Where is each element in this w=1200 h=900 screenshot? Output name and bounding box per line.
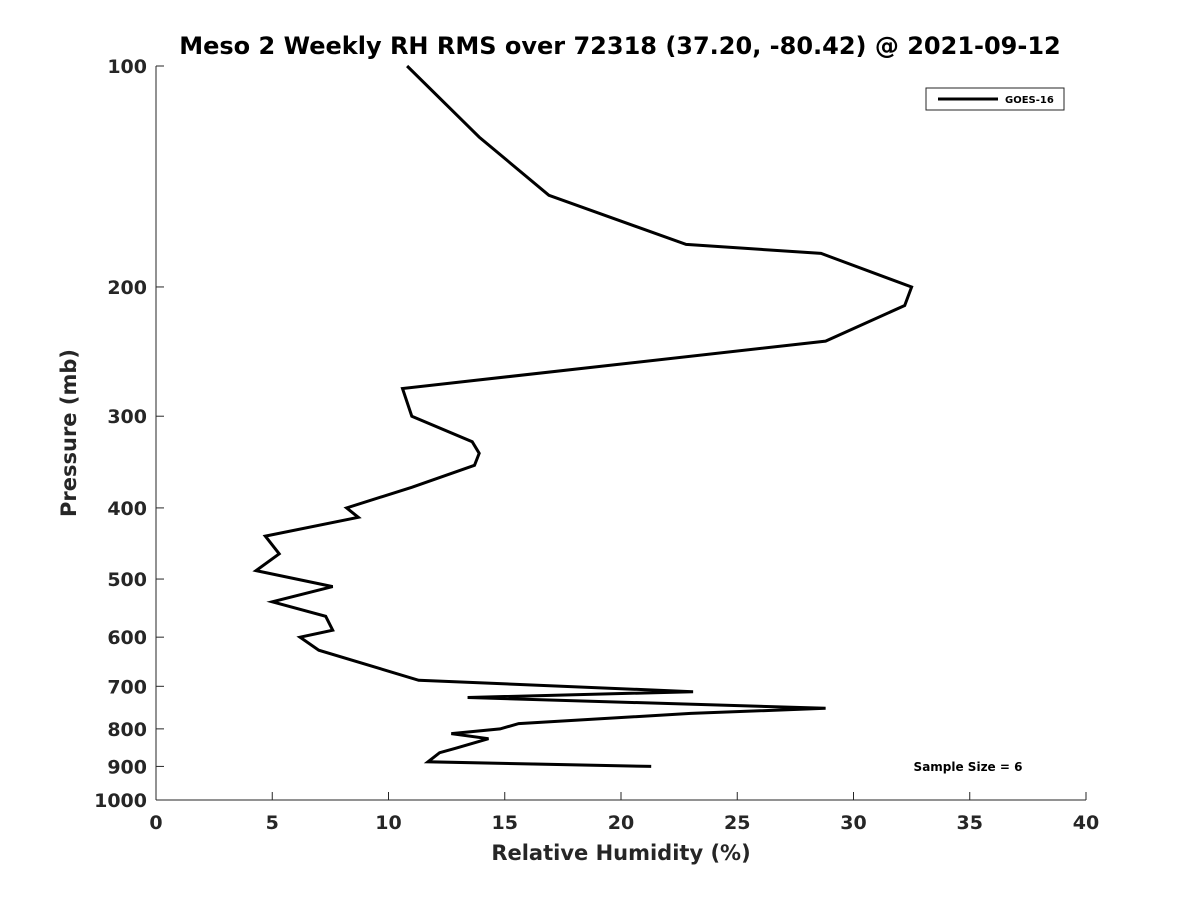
legend: GOES-16	[925, 87, 1065, 111]
x-tick-label: 15	[492, 812, 518, 834]
y-tick-label: 100	[107, 56, 147, 78]
y-tick-label: 600	[107, 627, 147, 649]
y-axis-label: Pressure (mb)	[57, 349, 81, 517]
x-ticks: 0 5 10 15 20 25 30 35 40	[149, 792, 1099, 834]
x-tick-label: 0	[149, 812, 162, 834]
y-tick-label: 700	[107, 676, 147, 698]
y-ticks: 100 200 300 400 500 600 700 800 900 1000	[94, 56, 164, 812]
x-tick-label: 40	[1073, 812, 1099, 834]
series-line-goes-16	[252, 64, 914, 768]
y-tick-label: 800	[107, 719, 147, 741]
x-tick-label: 35	[957, 812, 983, 834]
y-tick-label: 1000	[94, 790, 147, 812]
legend-label-goes-16: GOES-16	[1005, 95, 1054, 106]
x-axis-label: Relative Humidity (%)	[491, 841, 750, 865]
y-tick-label: 200	[107, 277, 147, 299]
x-tick-label: 25	[724, 812, 750, 834]
x-tick-label: 10	[375, 812, 401, 834]
y-tick-label: 900	[107, 756, 147, 778]
y-tick-label: 400	[107, 498, 147, 520]
series-layer	[252, 64, 914, 768]
x-tick-label: 20	[608, 812, 634, 834]
x-tick-label: 5	[266, 812, 279, 834]
x-tick-label: 30	[840, 812, 866, 834]
y-tick-label: 500	[107, 569, 147, 591]
chart-title: Meso 2 Weekly RH RMS over 72318 (37.20, …	[179, 32, 1061, 60]
sample-size-annotation: Sample Size = 6	[914, 760, 1023, 774]
y-tick-label: 300	[107, 406, 147, 428]
